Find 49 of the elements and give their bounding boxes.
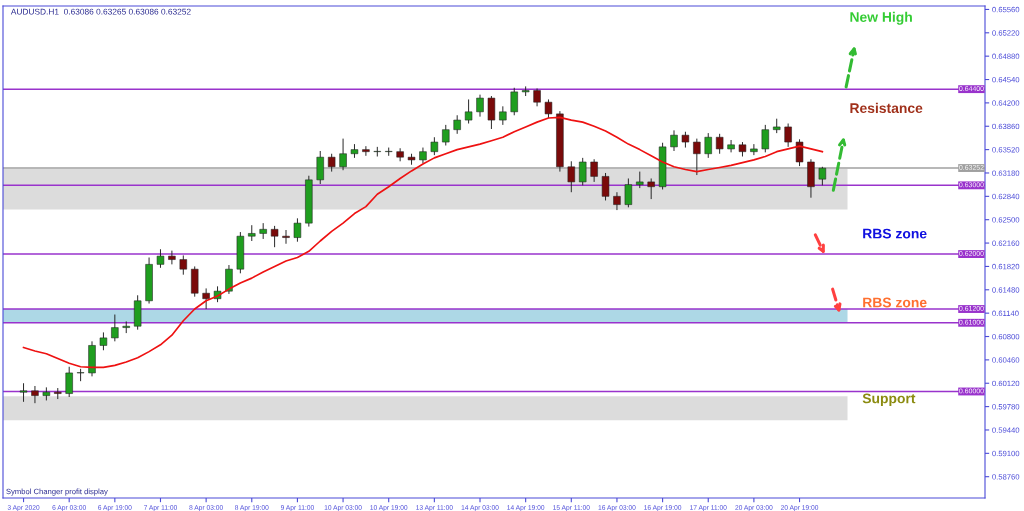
candlestick xyxy=(784,123,792,148)
candlestick xyxy=(579,157,587,186)
candlestick xyxy=(179,254,188,276)
candlestick xyxy=(727,139,735,153)
candlestick xyxy=(567,160,576,193)
candlestick xyxy=(362,145,370,157)
line-series xyxy=(22,116,824,369)
candlestick xyxy=(65,366,73,398)
candlestick xyxy=(19,382,28,403)
candlestick xyxy=(282,229,290,245)
candlestick xyxy=(750,143,758,156)
candlestick xyxy=(510,87,518,116)
candlestick xyxy=(601,172,610,201)
candlestick xyxy=(499,105,507,126)
candlestick xyxy=(476,94,484,118)
candlestick xyxy=(396,147,404,162)
candlestick xyxy=(464,98,473,124)
candlestick xyxy=(715,133,724,155)
candlestick xyxy=(270,225,279,248)
candlestick xyxy=(225,264,233,295)
candlestick xyxy=(156,248,165,269)
candlestick xyxy=(670,129,678,152)
candlestick xyxy=(624,177,633,208)
chart-title: AUDUSD.H1 0.63086 0.63265 0.63086 0.63252 xyxy=(10,8,191,15)
candlestick xyxy=(795,138,804,167)
candlestick xyxy=(122,320,130,334)
candlestick xyxy=(590,158,598,183)
candlestick xyxy=(453,114,461,135)
text: Resistance xyxy=(850,102,923,114)
candlestick xyxy=(544,98,553,119)
candlestick xyxy=(202,287,210,310)
candlestick xyxy=(693,138,701,176)
candlestick xyxy=(339,138,347,171)
candlestick xyxy=(613,191,621,211)
candlestick xyxy=(818,166,827,186)
candlestick xyxy=(31,385,39,404)
candlestick xyxy=(111,314,119,342)
candlestick xyxy=(487,95,496,130)
candlestick xyxy=(761,124,770,153)
text: RBS zone xyxy=(863,228,927,239)
candlestick xyxy=(293,217,302,243)
candlestick xyxy=(704,132,712,159)
text: RBS zone xyxy=(863,297,927,308)
candlestick xyxy=(647,177,655,200)
candlestick xyxy=(442,124,450,146)
candlestick xyxy=(168,250,176,265)
text: New High xyxy=(850,11,912,25)
text: Support xyxy=(862,393,916,407)
candlestick xyxy=(316,150,324,185)
